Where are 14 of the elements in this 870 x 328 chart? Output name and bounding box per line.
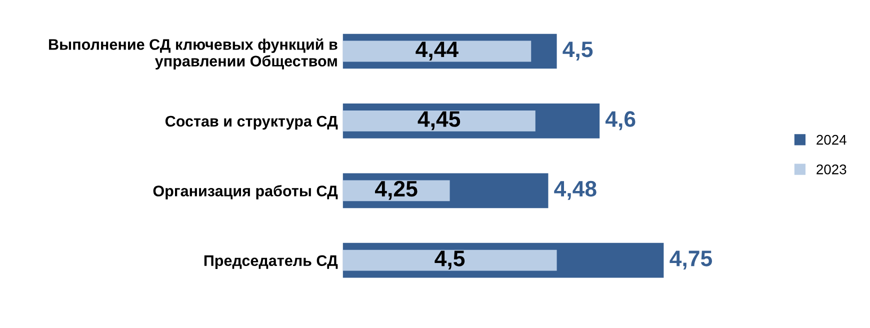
- data-label: 4,6: [605, 111, 636, 130]
- data-label: 4,75: [670, 250, 712, 270]
- legend-label: 2023: [816, 164, 846, 174]
- data-label: 4,45: [418, 111, 460, 130]
- y-tick-label: Состав и структура СД: [165, 116, 338, 130]
- y-tick-label: Выполнение СД ключевых функций в управлении Обществом: [49, 38, 338, 70]
- data-label: 4,5: [562, 42, 593, 60]
- legend-label: 2024: [816, 134, 846, 145]
- y-tick-label: Председатель СД: [204, 255, 338, 270]
- data-label: 4,25: [375, 180, 418, 200]
- data-label: 4,44: [416, 42, 458, 60]
- data-label: 4,48: [554, 180, 596, 200]
- y-tick-label: Организация работы СД: [153, 185, 338, 200]
- data-label: 4,5: [434, 250, 465, 270]
